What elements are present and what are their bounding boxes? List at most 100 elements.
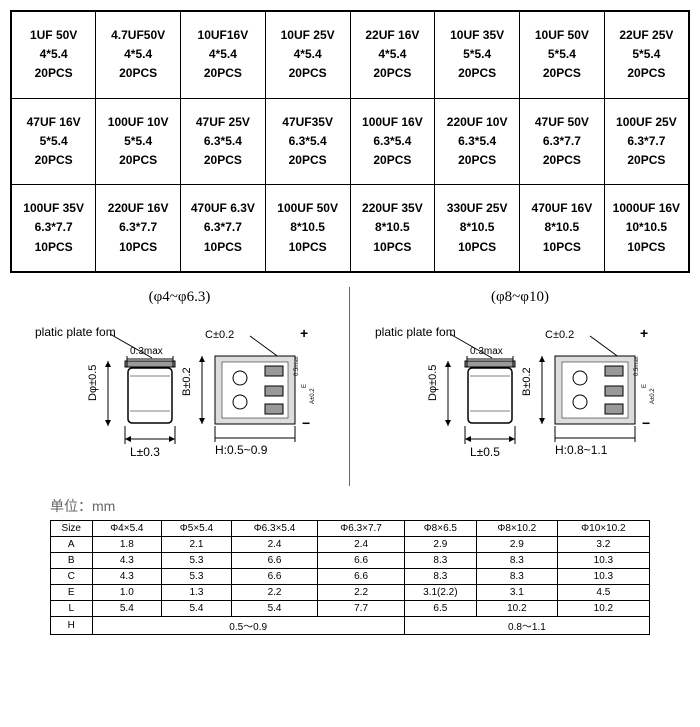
dim-cell: 2.4: [231, 536, 318, 552]
dim-cell: 5.4: [231, 600, 318, 616]
dim-cell: 8.3: [404, 552, 476, 568]
dim-cell: 2.9: [476, 536, 557, 552]
dim-cell: 6.5: [404, 600, 476, 616]
svg-text:0.3max: 0.3max: [470, 346, 503, 357]
dim-cell: A: [51, 536, 93, 552]
svg-text:C±0.2: C±0.2: [545, 329, 574, 341]
dim-header-cell: Φ6.3×5.4: [231, 520, 318, 536]
dim-header-cell: Φ8×6.5: [404, 520, 476, 536]
dim-cell: 2.9: [404, 536, 476, 552]
dim-cell: 6.6: [318, 552, 405, 568]
dim-cell: 8.3: [476, 552, 557, 568]
diagram-small-heading: (φ4~φ6.3): [12, 287, 347, 316]
dim-header-cell: Φ8×10.2: [476, 520, 557, 536]
svg-text:platic plate fom: platic plate fom: [375, 325, 456, 339]
spec-cell: 220UF 10V6.3*5.420PCS: [435, 98, 520, 185]
dim-header-cell: Φ10×10.2: [557, 520, 649, 536]
spec-cell: 100UF 50V8*10.510PCS: [265, 185, 350, 272]
dim-cell: 10.3: [557, 552, 649, 568]
svg-text:A±0.2: A±0.2: [310, 387, 316, 403]
spec-cell: 10UF 25V4*5.420PCS: [265, 11, 350, 98]
svg-text:L±0.5: L±0.5: [470, 445, 500, 459]
svg-text:Dφ±0.5: Dφ±0.5: [87, 364, 99, 400]
dim-cell: 6.6: [318, 568, 405, 584]
spec-cell: 100UF 25V6.3*7.720PCS: [604, 98, 689, 185]
spec-cell: 100UF 10V5*5.420PCS: [96, 98, 181, 185]
spec-cell: 1000UF 16V10*10.510PCS: [604, 185, 689, 272]
svg-text:H:0.5~0.9: H:0.5~0.9: [215, 443, 268, 457]
diagram-large: (φ8~φ10) platic plate fom 0.3max: [350, 287, 690, 486]
spec-cell: 10UF 50V5*5.420PCS: [520, 11, 605, 98]
spec-cell: 330UF 25V8*10.510PCS: [435, 185, 520, 272]
dim-cell: 4.3: [92, 552, 162, 568]
dim-cell: 5.3: [162, 568, 232, 584]
dim-cell: B: [51, 552, 93, 568]
unit-label: 单位：mm: [50, 496, 690, 516]
dim-cell: 5.3: [162, 552, 232, 568]
dim-cell: 1.8: [92, 536, 162, 552]
svg-text:0.5max: 0.5max: [634, 356, 640, 376]
dim-cell: 8.3: [404, 568, 476, 584]
spec-cell: 470UF 6.3V6.3*7.710PCS: [181, 185, 266, 272]
dim-cell: 3.1: [476, 584, 557, 600]
svg-text:L±0.3: L±0.3: [130, 445, 160, 459]
diagram-small-svg: platic plate fom 0.3max: [20, 316, 340, 486]
dim-cell: 6.6: [231, 568, 318, 584]
dim-cell: 2.1: [162, 536, 232, 552]
capacitor-spec-table: 1UF 50V4*5.420PCS4.7UF50V4*5.420PCS10UF1…: [10, 10, 690, 273]
svg-text:+: +: [300, 325, 308, 341]
dim-cell: 7.7: [318, 600, 405, 616]
spec-cell: 47UF 16V5*5.420PCS: [11, 98, 96, 185]
dim-cell: 0.8～1.1: [404, 616, 649, 634]
dim-cell: 1.0: [92, 584, 162, 600]
dim-cell: 5.4: [92, 600, 162, 616]
dim-cell: 8.3: [476, 568, 557, 584]
spec-cell: 10UF16V4*5.420PCS: [181, 11, 266, 98]
spec-cell: 470UF 16V8*10.510PCS: [520, 185, 605, 272]
spec-cell: 220UF 35V8*10.510PCS: [350, 185, 435, 272]
svg-text:+: +: [640, 325, 648, 341]
spec-cell: 4.7UF50V4*5.420PCS: [96, 11, 181, 98]
svg-text:B±0.2: B±0.2: [521, 367, 533, 396]
svg-text:H:0.8~1.1: H:0.8~1.1: [555, 443, 608, 457]
dim-header-cell: Φ6.3×7.7: [318, 520, 405, 536]
spec-cell: 47UF35V6.3*5.420PCS: [265, 98, 350, 185]
dim-cell: 0.5～0.9: [92, 616, 404, 634]
dim-cell: 1.3: [162, 584, 232, 600]
svg-text:0.3max: 0.3max: [130, 346, 163, 357]
dim-header-cell: Φ4×5.4: [92, 520, 162, 536]
diagram-large-svg: platic plate fom 0.3max Dφ±0.5: [360, 316, 680, 486]
dim-cell: 3.1(2.2): [404, 584, 476, 600]
dim-cell: 10.3: [557, 568, 649, 584]
dim-cell: H: [51, 616, 93, 634]
dim-cell: 2.2: [318, 584, 405, 600]
dim-cell: 2.4: [318, 536, 405, 552]
dim-cell: 2.2: [231, 584, 318, 600]
dim-cell: 10.2: [557, 600, 649, 616]
spec-cell: 100UF 35V6.3*7.710PCS: [11, 185, 96, 272]
diagram-section: (φ4~φ6.3) platic plate fom: [10, 287, 690, 486]
svg-text:Dφ±0.5: Dφ±0.5: [427, 364, 439, 400]
spec-cell: 220UF 16V6.3*7.710PCS: [96, 185, 181, 272]
svg-text:B±0.2: B±0.2: [181, 367, 193, 396]
dim-cell: L: [51, 600, 93, 616]
svg-text:C±0.2: C±0.2: [205, 329, 234, 341]
svg-text:E: E: [302, 384, 308, 388]
spec-cell: 22UF 16V4*5.420PCS: [350, 11, 435, 98]
dim-cell: 4.5: [557, 584, 649, 600]
spec-cell: 1UF 50V4*5.420PCS: [11, 11, 96, 98]
svg-text:platic plate fom: platic plate fom: [35, 325, 116, 339]
dim-cell: C: [51, 568, 93, 584]
spec-cell: 100UF 16V6.3*5.420PCS: [350, 98, 435, 185]
spec-cell: 47UF 50V6.3*7.720PCS: [520, 98, 605, 185]
dim-cell: 4.3: [92, 568, 162, 584]
svg-text:E: E: [642, 384, 648, 388]
svg-text:−: −: [302, 415, 310, 431]
svg-text:A±0.2: A±0.2: [650, 387, 656, 403]
dim-cell: 5.4: [162, 600, 232, 616]
spec-cell: 10UF 35V5*5.420PCS: [435, 11, 520, 98]
dimension-table: SizeΦ4×5.4Φ5×5.4Φ6.3×5.4Φ6.3×7.7Φ8×6.5Φ8…: [50, 520, 650, 635]
dim-cell: 6.6: [231, 552, 318, 568]
svg-text:−: −: [642, 415, 650, 431]
spec-cell: 22UF 25V5*5.420PCS: [604, 11, 689, 98]
